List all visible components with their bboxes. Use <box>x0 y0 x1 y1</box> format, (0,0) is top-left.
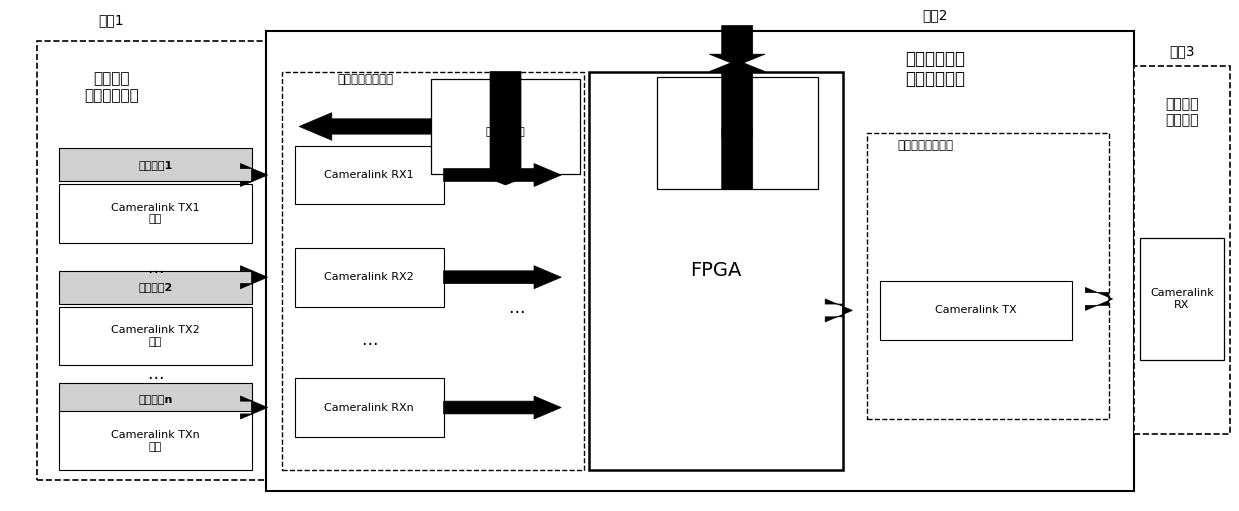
Text: …: … <box>361 331 378 349</box>
Text: 摄像装置2: 摄像装置2 <box>139 283 172 292</box>
FancyArrow shape <box>709 60 764 189</box>
Text: 单路视频
输入单元: 单路视频 输入单元 <box>1165 97 1199 128</box>
Bar <box>295 248 444 307</box>
Text: …: … <box>508 299 524 317</box>
FancyArrow shape <box>825 299 852 322</box>
Bar <box>431 79 580 174</box>
Bar <box>880 281 1072 340</box>
Text: …: … <box>147 259 164 277</box>
Text: Cameralink TXn
接口: Cameralink TXn 接口 <box>112 430 199 452</box>
Text: Cameralink TX: Cameralink TX <box>935 306 1016 315</box>
FancyArrow shape <box>240 266 268 289</box>
FancyArrow shape <box>240 396 268 419</box>
Text: 视频输入接口单元: 视频输入接口单元 <box>337 73 394 86</box>
FancyArrow shape <box>299 112 431 141</box>
Text: Cameralink RXn: Cameralink RXn <box>325 403 414 412</box>
Text: Cameralink RX2: Cameralink RX2 <box>325 272 414 282</box>
Bar <box>1140 238 1224 360</box>
FancyArrow shape <box>709 26 764 65</box>
FancyArrow shape <box>240 164 268 187</box>
Bar <box>266 31 1134 491</box>
Bar <box>59 184 252 243</box>
FancyArrow shape <box>1085 287 1113 311</box>
FancyArrow shape <box>477 72 533 185</box>
Text: Cameralink TX2
接口: Cameralink TX2 接口 <box>112 325 199 347</box>
Bar <box>59 148 252 181</box>
Text: 模块3: 模块3 <box>1170 44 1194 58</box>
Bar <box>295 146 444 204</box>
Text: …: … <box>147 365 164 383</box>
Bar <box>59 271 252 304</box>
Bar <box>867 133 1109 419</box>
Text: FPGA: FPGA <box>690 261 741 281</box>
Bar <box>295 378 444 437</box>
Bar <box>657 77 818 189</box>
Text: 多路同步视频
无缝切换系统: 多路同步视频 无缝切换系统 <box>906 50 965 88</box>
Text: Cameralink TX1
接口: Cameralink TX1 接口 <box>112 202 199 224</box>
Text: 模块1: 模块1 <box>99 13 124 28</box>
Text: 摄像装置1: 摄像装置1 <box>139 160 172 170</box>
Text: Cameralink RX1: Cameralink RX1 <box>325 170 414 180</box>
FancyArrow shape <box>444 396 561 419</box>
Bar <box>1134 66 1230 434</box>
Bar <box>59 411 252 470</box>
Text: 同步脉冲
输出接口单元: 同步脉冲 输出接口单元 <box>486 115 525 137</box>
Bar <box>282 72 584 470</box>
Text: 切换指令
接收接口单
元: 切换指令 接收接口单 元 <box>721 117 753 149</box>
Bar <box>59 307 252 365</box>
Text: 视频输出接口单元: 视频输出接口单元 <box>897 139 954 152</box>
Bar <box>37 41 266 480</box>
Bar <box>59 383 252 416</box>
Text: 外部多路
视频输出单元: 外部多路 视频输出单元 <box>84 71 139 103</box>
Text: Cameralink
RX: Cameralink RX <box>1150 288 1214 310</box>
Text: 模块2: 模块2 <box>923 8 948 22</box>
Bar <box>589 72 843 470</box>
FancyArrow shape <box>444 266 561 289</box>
Text: 摄像装置n: 摄像装置n <box>139 395 172 405</box>
FancyArrow shape <box>444 164 561 187</box>
